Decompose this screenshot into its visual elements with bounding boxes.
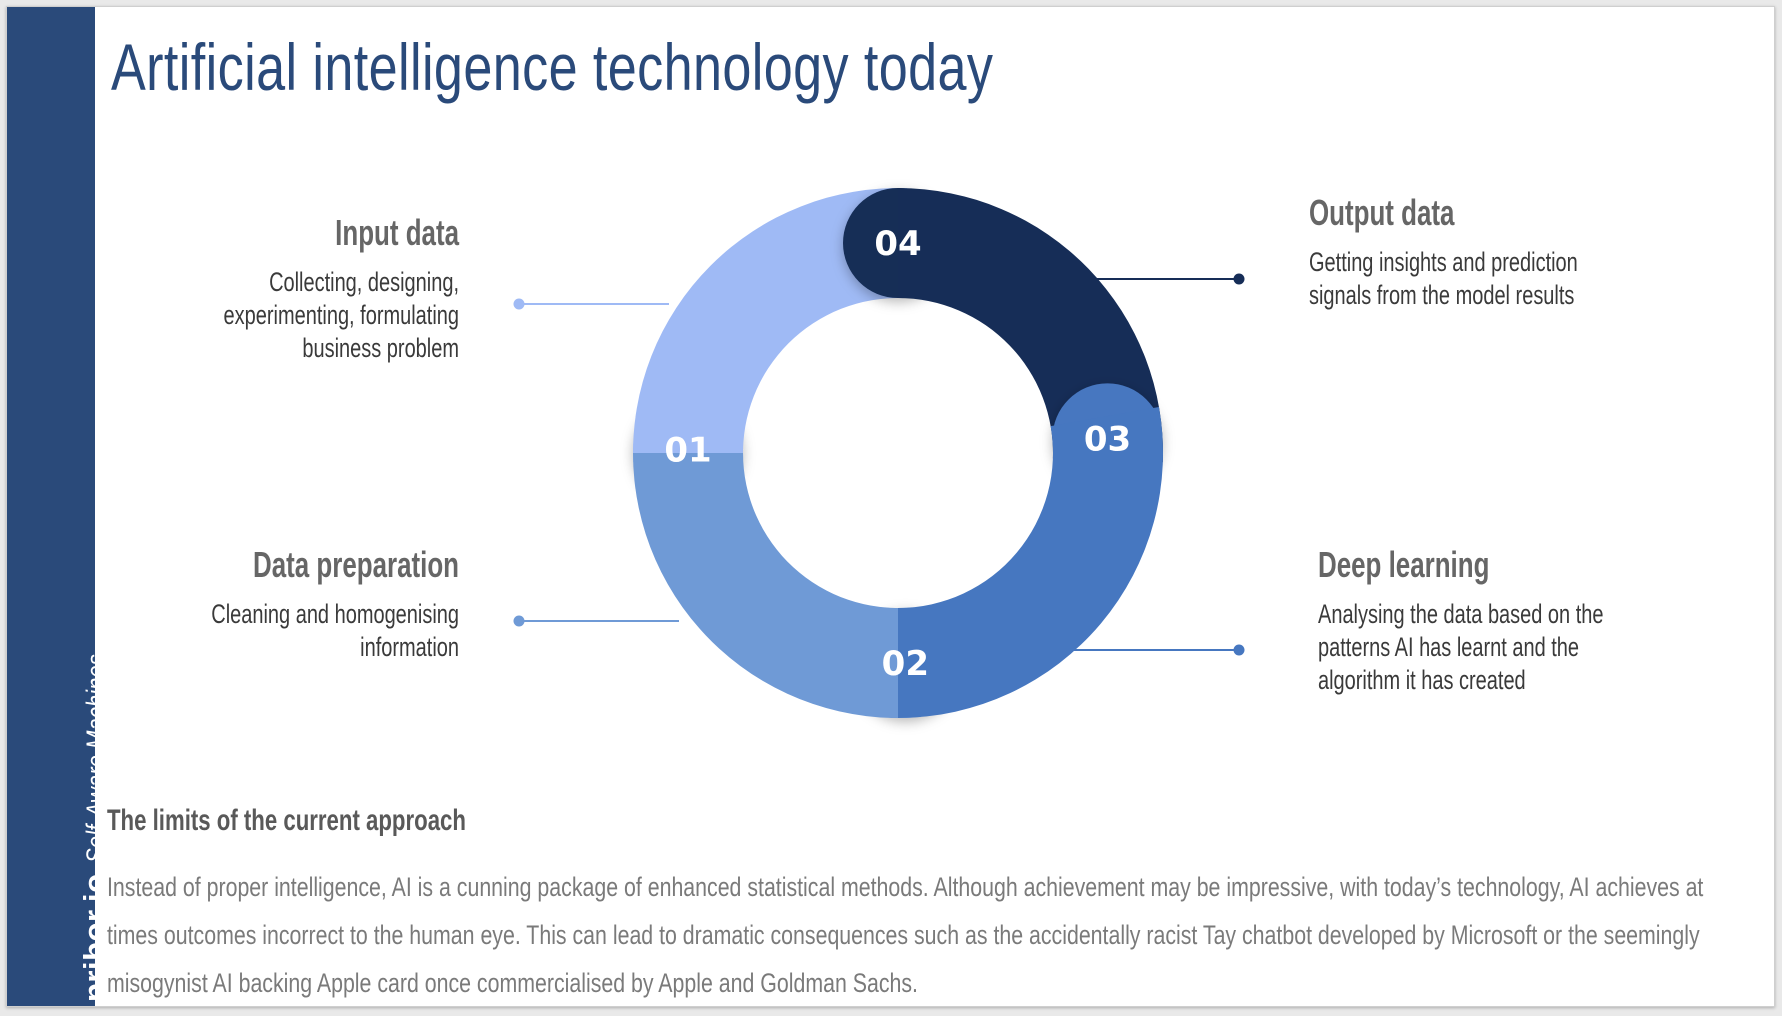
limits-heading: The limits of the current approach xyxy=(107,804,466,837)
input-data-heading: Input data xyxy=(335,212,459,253)
sidebar: pribor.io Self-Aware Machines ® xyxy=(7,7,112,1006)
data-preparation-heading: Data preparation xyxy=(253,544,459,585)
segment-arc-01 xyxy=(633,188,908,463)
segment-deep-learning xyxy=(898,383,1163,718)
segment-arc-02 xyxy=(633,453,922,718)
connector-deep-learning-dot xyxy=(1233,644,1245,656)
ring-numbers: 01 04 02 03 xyxy=(664,224,1131,684)
segment-number-03: 03 xyxy=(1084,419,1131,459)
segment-arc-03 xyxy=(898,406,1163,718)
segment-number-02: 02 xyxy=(882,644,929,684)
input-data-text: Collecting, designing, experimenting, fo… xyxy=(223,267,459,363)
segment-number-04: 04 xyxy=(874,224,921,264)
slide: pribor.io Self-Aware Machines ® Artifici… xyxy=(6,6,1775,1007)
output-data-block: Output data Getting insights and predict… xyxy=(1309,192,1739,312)
data-preparation-block: Data preparation Cleaning and homogenisi… xyxy=(67,544,459,664)
deep-learning-text: Analysing the data based on the patterns… xyxy=(1318,599,1604,695)
cycle-diagram: 01 04 02 03 xyxy=(513,188,1245,718)
deep-learning-heading: Deep learning xyxy=(1318,544,1490,585)
output-data-text: Getting insights and prediction signals … xyxy=(1309,247,1578,310)
input-data-block: Input data Collecting, designing, experi… xyxy=(87,212,459,365)
connector-preparation-dot xyxy=(513,615,525,627)
page-title: Artificial intelligence technology today xyxy=(111,30,994,104)
deep-learning-block: Deep learning Analysing the data based o… xyxy=(1318,544,1758,697)
connector-lines xyxy=(513,273,1245,656)
ring-segments xyxy=(633,188,1163,718)
connector-output-dot xyxy=(1233,273,1245,285)
segment-number-01: 01 xyxy=(664,430,711,470)
limits-paragraph: Instead of proper intelligence, AI is a … xyxy=(107,872,1704,998)
data-preparation-text: Cleaning and homogenising information xyxy=(211,599,459,662)
output-data-heading: Output data xyxy=(1309,192,1455,233)
connector-input-dot xyxy=(513,298,525,310)
